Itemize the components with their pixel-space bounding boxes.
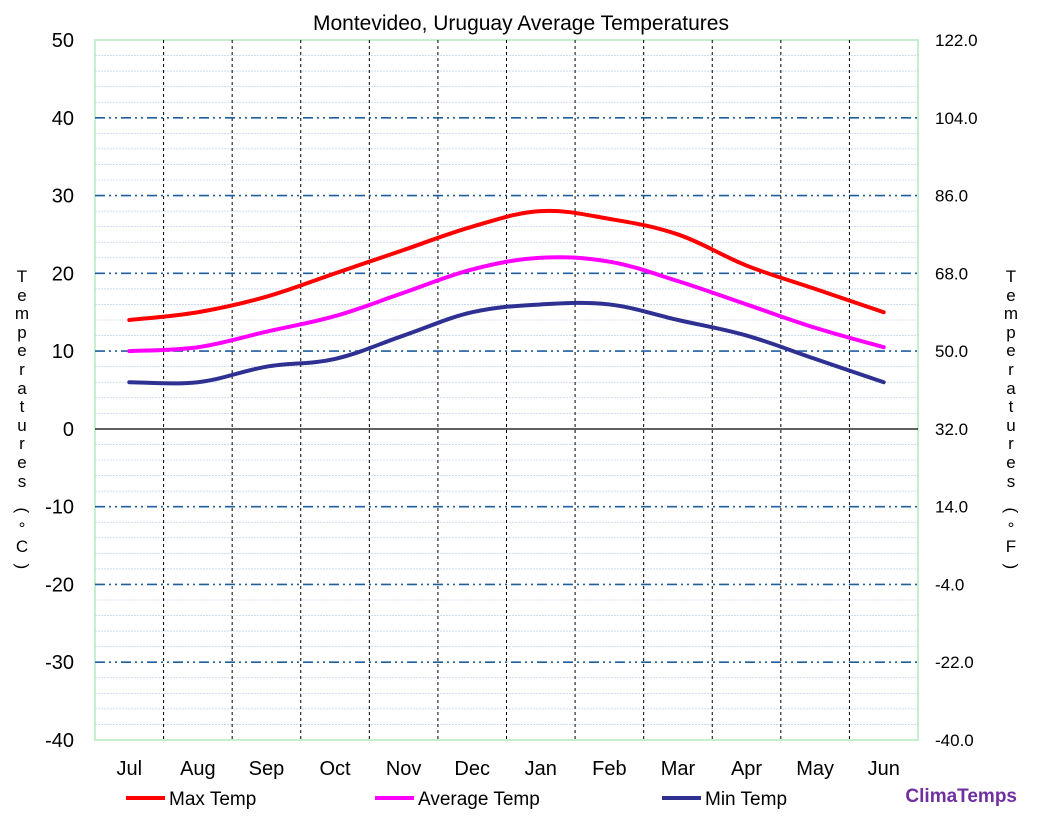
y-tick-label-left: 30 <box>52 186 74 208</box>
y-tick-label-left: 50 <box>52 30 74 52</box>
axis-label-char: F <box>1005 537 1017 557</box>
y-tick-label-left: -10 <box>45 497 74 519</box>
axis-label-char: s <box>1006 471 1016 491</box>
y-tick-label-left: 40 <box>52 108 74 130</box>
month-separator-lines <box>163 40 850 740</box>
legend-label: Min Temp <box>705 789 787 810</box>
y-tick-label-right: 50.0 <box>935 342 968 361</box>
axis-label-char: r <box>1008 434 1014 454</box>
x-tick-label: Jan <box>525 758 557 780</box>
axis-label-char: m <box>14 304 30 324</box>
x-tick-label: Jun <box>868 758 900 780</box>
x-tick-label: Oct <box>319 758 351 780</box>
average-temp-line <box>127 255 886 354</box>
axis-label-char: s <box>17 471 27 491</box>
y-tick-label-left: -20 <box>45 574 74 596</box>
y-tick-label-right: 32.0 <box>935 420 968 439</box>
axis-label-char: e <box>1006 452 1016 472</box>
axis-label-char: e <box>1006 285 1016 305</box>
axis-label-char: ° <box>1007 518 1015 538</box>
y-tick-label-right: -40.0 <box>935 731 974 750</box>
axis-label-char: r <box>1008 359 1014 379</box>
axis-label-char: ( <box>13 507 33 514</box>
y-tick-label-left: -40 <box>45 730 74 752</box>
y-tick-label-right: -4.0 <box>935 575 964 594</box>
x-tick-label: Mar <box>661 758 696 780</box>
major-gridlines <box>95 116 918 664</box>
y-tick-label-right: 86.0 <box>935 187 968 206</box>
x-tick-label: Nov <box>386 758 422 780</box>
left-axis-ticks: 50 40 30 20 10 0 -10 -20 -30 -40 <box>45 30 74 752</box>
x-tick-label: Dec <box>454 758 490 780</box>
axis-label-char: ) <box>1002 563 1022 570</box>
chart-title: Montevideo, Uruguay Average Temperatures <box>313 12 729 35</box>
axis-label-char: ° <box>18 518 26 538</box>
legend: Max Temp Average Temp Min Temp <box>126 789 787 810</box>
x-tick-label: Sep <box>249 758 285 780</box>
axis-label-char: C <box>15 537 29 557</box>
axis-label-char: p <box>1006 322 1016 342</box>
brand-logo: ClimaTemps <box>905 786 1017 807</box>
axis-label-char: t <box>19 397 25 417</box>
axis-label-char <box>1009 491 1014 501</box>
y-tick-label-left: 20 <box>52 263 74 285</box>
series-lines <box>127 208 886 386</box>
right-axis-ticks: 122.0 104.0 86.0 68.0 50.0 32.0 14.0 -4.0 -22.0 -… <box>935 31 978 750</box>
y-tick-label-left: 0 <box>63 419 74 441</box>
x-tick-label: Apr <box>731 758 762 780</box>
axis-label-char: e <box>1006 341 1016 361</box>
y-tick-label-left: 10 <box>52 341 74 363</box>
axis-label-char: t <box>1008 397 1014 417</box>
axis-label-char: r <box>19 359 25 379</box>
axis-label-char: ) <box>13 563 33 570</box>
axis-label-char: m <box>1003 304 1019 324</box>
x-tick-label: May <box>796 758 834 780</box>
x-axis-labels: Jul Aug Sep Oct Nov Dec Jan Feb Mar Apr May Jun <box>117 758 900 780</box>
min-temp-line <box>127 300 886 386</box>
axis-label-char: u <box>1006 415 1016 435</box>
y-tick-label-right: -22.0 <box>935 653 974 672</box>
x-tick-label: Jul <box>117 758 143 780</box>
axis-label-char: p <box>17 322 27 342</box>
axis-label-char: T <box>16 267 28 286</box>
y-tick-label-left: -30 <box>45 652 74 674</box>
y-tick-label-right: 68.0 <box>935 264 968 283</box>
x-tick-label: Aug <box>180 758 216 780</box>
x-tick-label: Feb <box>592 758 626 780</box>
max-temp-line <box>127 208 886 322</box>
axis-label-char: T <box>1005 267 1017 286</box>
axis-label-char: r <box>19 434 25 454</box>
y-tick-label-right: 122.0 <box>935 31 978 50</box>
axis-label-char: a <box>17 378 27 398</box>
y-tick-label-right: 14.0 <box>935 498 968 517</box>
axis-label-char: e <box>17 452 27 472</box>
axis-label-char: u <box>17 415 27 435</box>
legend-label: Average Temp <box>418 789 540 810</box>
axis-label-char: ( <box>1002 507 1022 514</box>
y-tick-label-right: 104.0 <box>935 109 978 128</box>
axis-label-char <box>20 491 25 501</box>
axis-label-char: a <box>1006 378 1016 398</box>
axis-label-char: e <box>17 341 27 361</box>
axis-label-char: e <box>17 285 27 305</box>
legend-label: Max Temp <box>169 789 256 810</box>
